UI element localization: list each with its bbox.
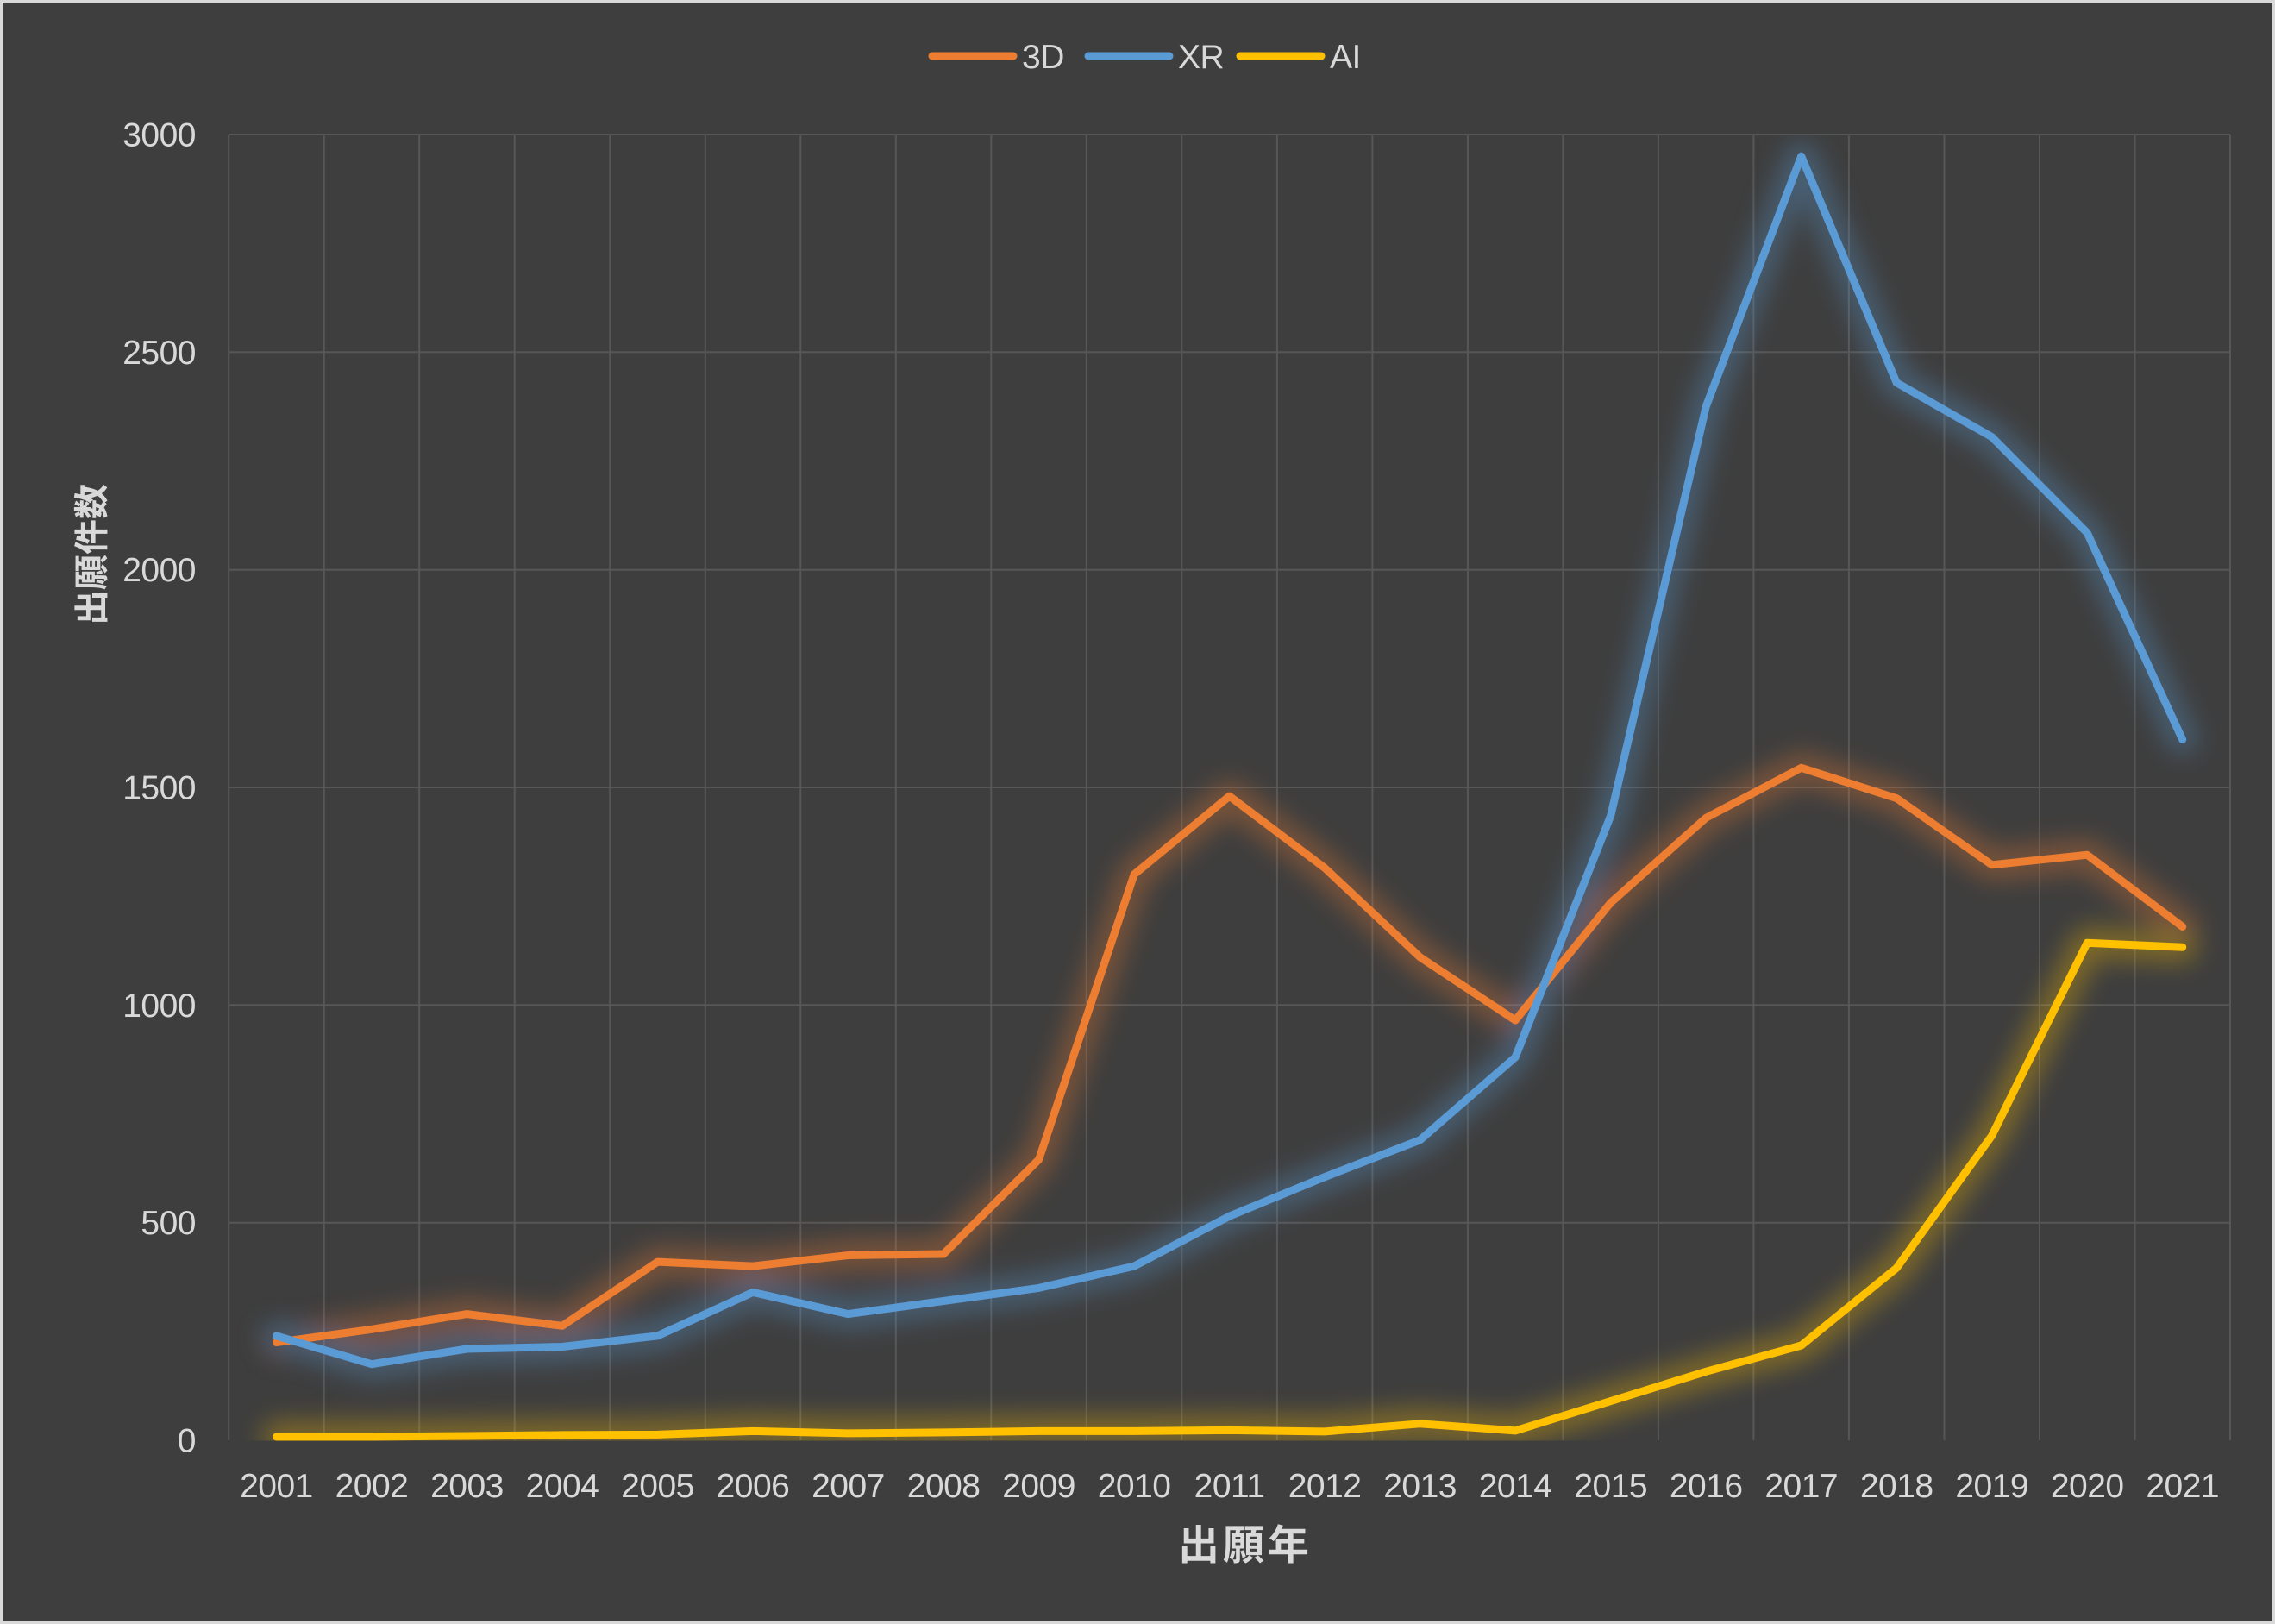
svg-text:2007: 2007 [812,1468,885,1505]
svg-text:2019: 2019 [1955,1468,2028,1505]
svg-text:2020: 2020 [2051,1468,2124,1505]
svg-text:2001: 2001 [240,1468,313,1505]
svg-text:2012: 2012 [1288,1468,1362,1505]
svg-text:2018: 2018 [1860,1468,1933,1505]
svg-text:2011: 2011 [1194,1468,1265,1505]
svg-text:2003: 2003 [430,1468,504,1505]
svg-text:AI: AI [1330,39,1361,76]
svg-text:3D: 3D [1022,39,1064,76]
svg-text:2008: 2008 [907,1468,981,1505]
svg-text:2017: 2017 [1764,1468,1838,1505]
svg-text:2014: 2014 [1479,1468,1552,1505]
svg-text:0: 0 [178,1423,196,1460]
svg-text:2010: 2010 [1098,1468,1171,1505]
svg-text:2006: 2006 [717,1468,790,1505]
svg-text:1000: 1000 [122,988,196,1025]
svg-text:XR: XR [1178,39,1224,76]
svg-text:2013: 2013 [1383,1468,1457,1505]
svg-text:2004: 2004 [526,1468,599,1505]
svg-text:2015: 2015 [1574,1468,1647,1505]
svg-text:2000: 2000 [122,552,196,589]
svg-text:500: 500 [141,1205,196,1242]
svg-text:2021: 2021 [2146,1468,2219,1505]
svg-text:2002: 2002 [335,1468,409,1505]
svg-text:2005: 2005 [621,1468,694,1505]
svg-text:1500: 1500 [122,770,196,807]
svg-text:2016: 2016 [1670,1468,1743,1505]
svg-text:2500: 2500 [122,335,196,372]
svg-text:3000: 3000 [122,117,196,154]
svg-text:2009: 2009 [1002,1468,1075,1505]
